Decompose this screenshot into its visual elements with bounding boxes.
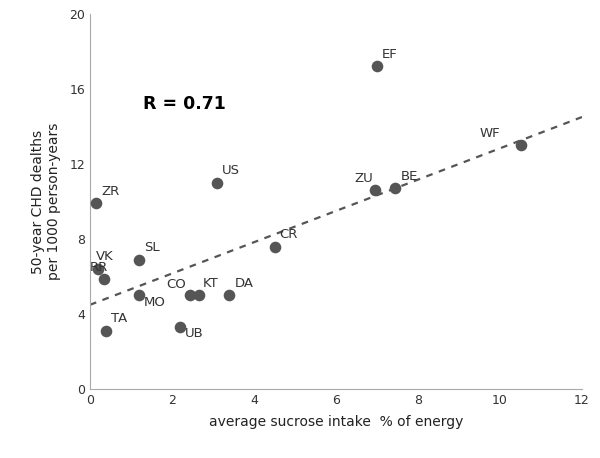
Text: R = 0.71: R = 0.71 xyxy=(143,95,226,113)
Point xyxy=(134,292,144,299)
Text: SL: SL xyxy=(144,241,160,254)
Text: KT: KT xyxy=(203,277,218,290)
Text: VK: VK xyxy=(96,250,114,262)
Text: TA: TA xyxy=(112,312,128,326)
Point xyxy=(224,292,234,299)
Text: ZR: ZR xyxy=(101,185,119,198)
Point xyxy=(94,266,103,273)
Point xyxy=(134,256,144,263)
Point xyxy=(91,200,101,207)
Point xyxy=(212,179,222,186)
Point xyxy=(101,327,111,335)
Point xyxy=(270,243,280,250)
Point xyxy=(185,292,195,299)
Point xyxy=(372,63,382,70)
Point xyxy=(194,292,203,299)
Text: UB: UB xyxy=(185,327,204,340)
Point xyxy=(391,185,400,192)
Text: MO: MO xyxy=(144,295,166,309)
Text: CO: CO xyxy=(166,278,185,291)
Point xyxy=(516,142,526,149)
Text: BE: BE xyxy=(400,170,418,183)
Text: US: US xyxy=(222,164,240,177)
Text: CR: CR xyxy=(280,228,298,241)
Point xyxy=(100,275,109,282)
Point xyxy=(175,324,185,331)
Text: EF: EF xyxy=(382,48,398,61)
X-axis label: average sucrose intake  % of energy: average sucrose intake % of energy xyxy=(209,415,463,430)
Text: DA: DA xyxy=(235,277,253,290)
Text: RR: RR xyxy=(90,261,108,274)
Text: WF: WF xyxy=(479,126,500,140)
Point xyxy=(370,186,380,194)
Text: ZU: ZU xyxy=(355,172,373,185)
Y-axis label: 50-year CHD dealths
per 1000 person-years: 50-year CHD dealths per 1000 person-year… xyxy=(31,123,61,280)
